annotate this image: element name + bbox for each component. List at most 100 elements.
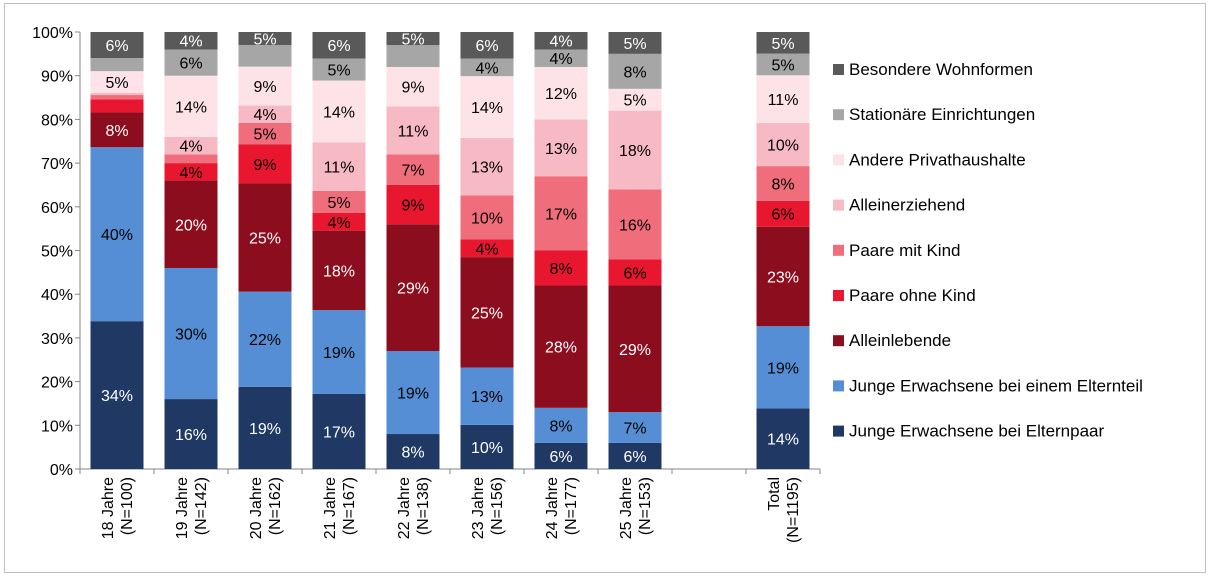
data-label: 19% [249, 421, 281, 438]
data-label: 17% [545, 206, 577, 223]
x-category-label-line2: (N=167) [341, 477, 358, 535]
data-label: 4% [475, 60, 498, 77]
data-label: 30% [175, 327, 207, 344]
bar-segment [238, 44, 292, 67]
data-label: 4% [179, 139, 202, 156]
bar-segment [386, 434, 440, 469]
bar-segment [164, 75, 218, 137]
bar-segment [534, 285, 588, 408]
data-label: 6% [105, 38, 128, 55]
bar-segment [90, 95, 144, 100]
data-label: 4% [327, 215, 350, 232]
bar-segment [90, 147, 144, 322]
bar-segment [756, 122, 810, 167]
legend-swatch [833, 380, 844, 392]
bar-segment [534, 176, 588, 251]
data-label: 29% [397, 281, 429, 298]
bar-segment [90, 32, 144, 59]
x-category-label-line2: (N=1195) [785, 477, 802, 543]
bar-segment [534, 119, 588, 177]
data-label: 28% [545, 340, 577, 357]
data-label: 10% [471, 440, 503, 457]
data-label: 22% [249, 332, 281, 349]
bar-segment [386, 351, 440, 435]
x-category-label: 22 Jahre (N=138) [396, 477, 432, 539]
data-label: 5% [105, 75, 128, 92]
data-label: 17% [323, 424, 355, 441]
bar-segment [164, 180, 218, 268]
bar-segment [238, 386, 292, 469]
bar-segment [90, 58, 144, 72]
bar-segment [756, 408, 810, 469]
data-label: 11% [768, 92, 799, 109]
x-category-label: 25 Jahre (N=153) [618, 477, 654, 539]
bar-segment [460, 257, 514, 368]
bar-segment [534, 442, 588, 469]
legend-swatch [833, 199, 844, 211]
data-label: 4% [549, 34, 572, 51]
bar-segment [460, 195, 514, 240]
chart-axes: 0% 10% 20% 30% 40% 50% 60% 70% 80% 90% 100% 18 Jahr… [32, 25, 821, 543]
bar-segment [534, 66, 588, 120]
bar-segment [460, 58, 514, 77]
legend-label: Stationäre Einrichtungen [849, 105, 1035, 124]
bar-segment [386, 184, 440, 225]
legend-label: Junge Erwachsene bei einem Elternteil [849, 376, 1143, 395]
bar-segment [460, 424, 514, 469]
data-label: 8% [105, 123, 128, 140]
bar-segment [386, 224, 440, 352]
chart-legend: Besondere Wohnformen Stationäre Einrichtu… [833, 60, 1143, 441]
data-label: 8% [549, 261, 572, 278]
y-tick-label: 90% [41, 69, 73, 86]
y-tick-label: 40% [41, 287, 73, 304]
y-tick-label: 100% [32, 25, 73, 42]
data-label: 6% [327, 38, 350, 55]
legend-label: Paare mit Kind [849, 241, 961, 260]
bar-segment [534, 250, 588, 286]
bar-segment [534, 32, 588, 50]
x-category-label-line2: (N=100) [119, 477, 136, 535]
data-label: 5% [771, 57, 794, 74]
data-label: 7% [623, 420, 646, 437]
bar-segment [756, 32, 810, 54]
bar-segment [756, 226, 810, 327]
bar-segment [238, 66, 292, 106]
bar-segment [164, 163, 218, 181]
data-label: 19% [323, 345, 355, 362]
bar-segment [386, 45, 440, 67]
legend-swatch [833, 244, 844, 256]
data-label: 19% [767, 360, 799, 377]
x-category-label: 21 Jahre (N=167) [322, 477, 358, 539]
bar-segment [386, 106, 440, 155]
x-category-label: 23 Jahre (N=156) [470, 477, 506, 539]
legend-swatch [833, 109, 844, 121]
bar-segment [164, 136, 218, 155]
bar-segment [608, 412, 662, 443]
x-category-label-line2: (N=162) [267, 477, 284, 535]
bar-segment [312, 310, 366, 394]
bar-segment [460, 239, 514, 258]
data-label: 5% [401, 32, 424, 49]
bar-segment [386, 66, 440, 107]
y-tick-label: 80% [41, 112, 73, 129]
bar-segment [756, 200, 810, 227]
data-label: 7% [401, 163, 424, 180]
data-label: 11% [324, 160, 355, 177]
data-label: 6% [771, 207, 794, 224]
data-label: 5% [623, 36, 646, 53]
bar-segment [164, 49, 218, 76]
x-category-label-line1: 18 Jahre [100, 477, 117, 539]
bar-segment [312, 230, 366, 311]
data-label: 4% [179, 34, 202, 51]
bar-segment [460, 367, 514, 425]
data-label: 9% [253, 79, 276, 96]
data-label: 6% [623, 265, 646, 282]
bar-segment [312, 58, 366, 81]
x-category-label-line1: 21 Jahre [322, 477, 339, 539]
bar-segment [90, 112, 144, 148]
bar-segment [312, 32, 366, 59]
x-category-label-line2: (N=138) [415, 477, 432, 535]
data-label: 5% [253, 127, 276, 144]
data-label: 25% [249, 231, 281, 248]
chart-bars: 34%40%8%5%6%16%30%20%4%4%14%6%4%19%22%25… [90, 31, 810, 469]
